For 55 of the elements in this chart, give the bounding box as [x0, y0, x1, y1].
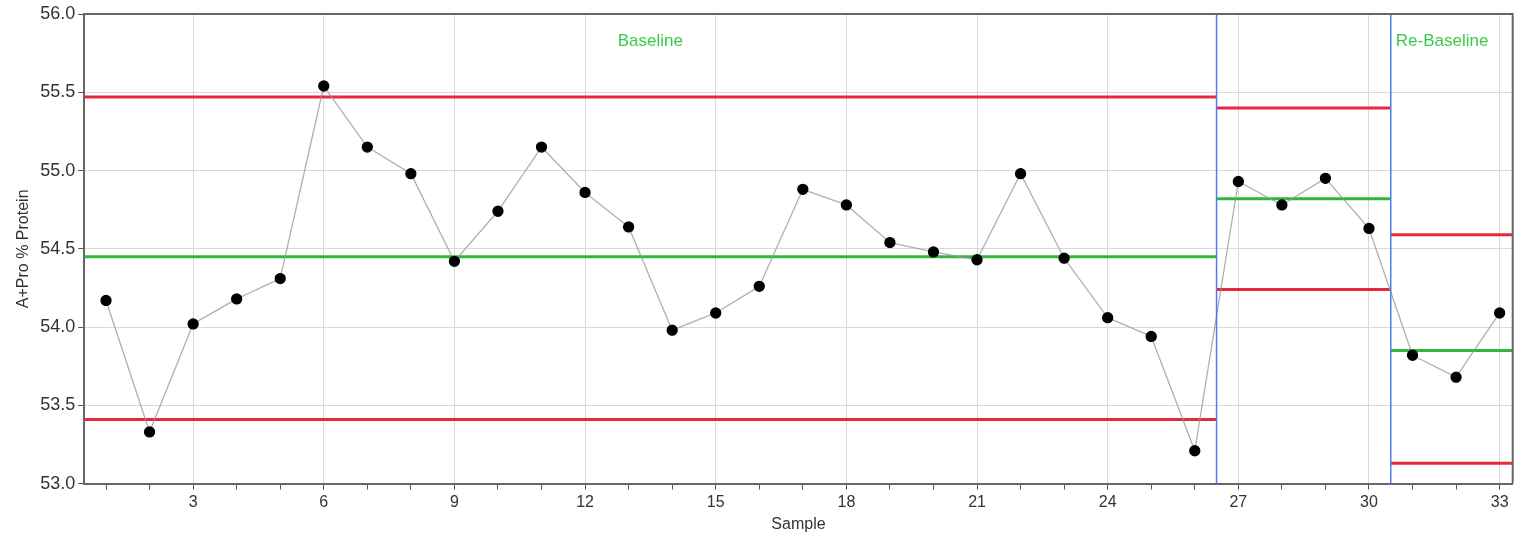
point	[1145, 330, 1157, 343]
x-tick-label: 21	[968, 492, 987, 510]
point	[1014, 168, 1027, 180]
point	[1493, 307, 1506, 319]
point	[622, 221, 635, 233]
point	[840, 199, 853, 211]
x-tick-label: 15	[706, 492, 725, 510]
annotation: Baseline	[617, 30, 683, 50]
point	[1406, 349, 1419, 361]
point	[1450, 371, 1462, 383]
y-tick-label: 54.0	[40, 316, 76, 337]
point	[187, 318, 199, 330]
point	[753, 280, 765, 293]
point	[710, 307, 722, 319]
point	[448, 255, 461, 267]
y-tick-label: 54.5	[40, 237, 76, 258]
point	[1319, 172, 1332, 185]
point	[405, 168, 417, 180]
point	[231, 293, 243, 305]
point	[535, 141, 548, 153]
point	[1276, 199, 1288, 211]
y-axis-title: A+Pro % Protein	[14, 189, 32, 309]
point	[1363, 222, 1375, 235]
point	[971, 254, 983, 266]
point	[492, 205, 504, 217]
x-tick-label: 18	[837, 492, 856, 510]
ref-line-label: Re-Baseline	[1395, 30, 1489, 50]
point	[666, 324, 678, 336]
point	[143, 426, 156, 438]
point	[318, 80, 330, 92]
point	[884, 236, 896, 249]
x-tick-label: 6	[319, 492, 329, 510]
point	[1232, 175, 1244, 188]
x-axis-title: Sample	[771, 514, 826, 532]
point	[797, 183, 809, 195]
point	[1102, 312, 1114, 324]
x-tick-label: 12	[576, 492, 595, 510]
point	[361, 141, 373, 153]
y-tick-label: 56.0	[40, 2, 76, 23]
point	[927, 246, 940, 258]
y-tick-label: 55.5	[40, 81, 76, 102]
x-tick-label: 24	[1098, 492, 1117, 510]
point	[1058, 252, 1070, 264]
point	[100, 294, 112, 307]
y-tick-label: 53.5	[40, 394, 76, 415]
x-tick-label: 30	[1360, 492, 1378, 510]
x-tick-label: 3	[188, 492, 198, 510]
point	[1189, 445, 1201, 457]
x-tick-label: 27	[1229, 492, 1248, 510]
y-tick-label: 55.0	[40, 159, 76, 180]
point	[579, 186, 591, 199]
x-tick-label: 9	[449, 492, 459, 510]
x-tick-label: 33	[1490, 492, 1509, 510]
point	[274, 272, 286, 285]
y-tick-label: 53.0	[40, 472, 76, 493]
